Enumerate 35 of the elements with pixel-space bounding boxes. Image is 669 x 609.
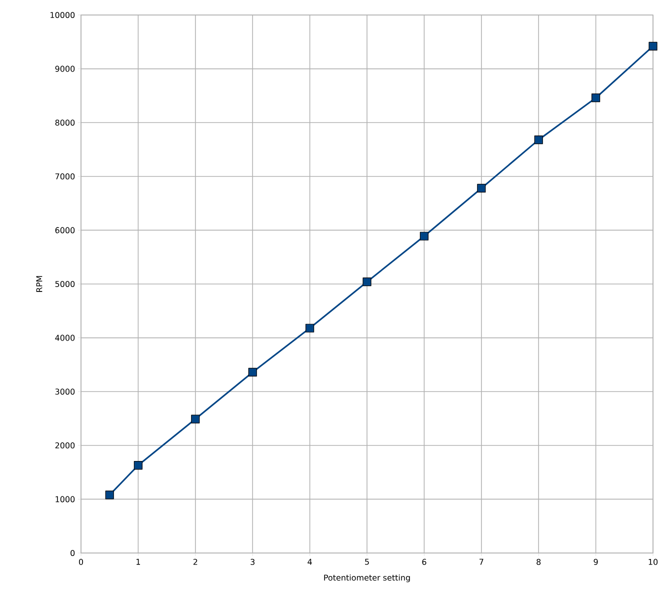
y-tick-label: 6000 <box>55 227 75 234</box>
x-tick-label: 0 <box>78 558 84 565</box>
y-tick-label: 5000 <box>55 280 75 288</box>
y-tick-label: 4000 <box>55 334 75 341</box>
point <box>477 184 486 193</box>
point <box>105 490 114 500</box>
point <box>592 94 600 102</box>
y-tick-label: 3000 <box>55 388 75 395</box>
x-tick-label: 2 <box>193 558 198 565</box>
x-tick-label: 8 <box>536 558 541 565</box>
x-tick-label: 5 <box>365 558 369 565</box>
x-tick-label: 1 <box>136 558 140 565</box>
point <box>191 414 200 424</box>
x-tick-label: 7 <box>480 558 484 565</box>
point <box>534 136 543 144</box>
y-tick-label: 10000 <box>50 12 75 18</box>
point <box>306 324 314 332</box>
y-tick-label: 0 <box>70 550 75 556</box>
y-tick-label: 8000 <box>55 120 75 126</box>
x-tick-label: 3 <box>250 558 255 565</box>
y-tick-label: 9000 <box>55 66 75 72</box>
x-tick-label: 10 <box>648 558 658 565</box>
x-tick-label: 4 <box>308 558 312 565</box>
x-axis-title: Potentiometer setting <box>324 574 410 582</box>
x-tick-label: 6 <box>422 558 426 565</box>
point <box>248 368 257 377</box>
y-tick-label: 2000 <box>55 442 75 448</box>
y-tick-label: 7000 <box>55 173 75 180</box>
x-tick-label: 9 <box>594 558 598 565</box>
y-tick-label: 1000 <box>56 496 75 502</box>
point <box>420 232 429 240</box>
point <box>362 278 372 286</box>
point <box>648 42 658 50</box>
point <box>134 461 142 470</box>
y-axis-title: RPM <box>36 276 42 292</box>
